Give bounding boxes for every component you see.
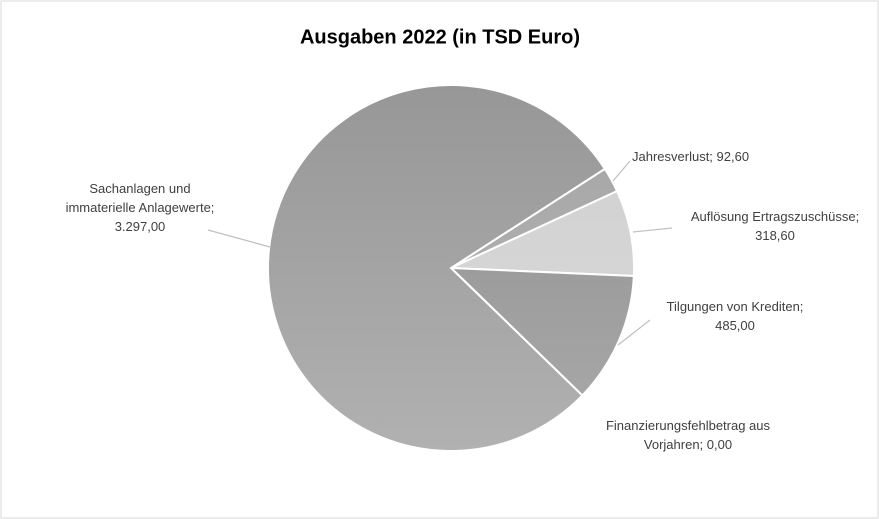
- category-label: Sachanlagen und: [89, 181, 190, 196]
- value-label: 485,00: [715, 318, 755, 333]
- data-label: Jahresverlust; 92,60: [632, 149, 749, 164]
- category-label: Auflösung Ertragszuschüsse;: [691, 209, 859, 224]
- leader-line: [632, 227, 673, 233]
- value-label: 92,60: [713, 149, 749, 164]
- data-label: Sachanlagen und immaterielle Anlagewerte;…: [66, 181, 215, 234]
- chart-title: Ausgaben 2022 (in TSD Euro): [300, 26, 580, 48]
- category-label: Finanzierungsfehlbetrag aus: [606, 418, 771, 433]
- data-label: Finanzierungsfehlbetrag aus Vorjahren; 0,…: [606, 418, 771, 452]
- leader-line: [612, 160, 631, 182]
- value-label: 318,60: [755, 228, 795, 243]
- leader-line: [207, 229, 271, 248]
- category-label: Vorjahren;: [644, 437, 703, 452]
- leader-line: [617, 319, 651, 346]
- category-label: immaterielle Anlagewerte;: [66, 200, 215, 215]
- data-label: Tilgungen von Krediten; 485,00: [667, 299, 804, 333]
- category-label: Tilgungen von Krediten;: [667, 299, 804, 314]
- data-label: Auflösung Ertragszuschüsse; 318,60: [691, 209, 859, 243]
- value-label: 3.297,00: [115, 219, 166, 234]
- value-label: 0,00: [703, 437, 732, 452]
- category-label: Jahresverlust;: [632, 149, 713, 164]
- pie: [267, 84, 635, 452]
- data-labels: Jahresverlust; 92,60 Auflösung Ertragszus…: [66, 149, 860, 452]
